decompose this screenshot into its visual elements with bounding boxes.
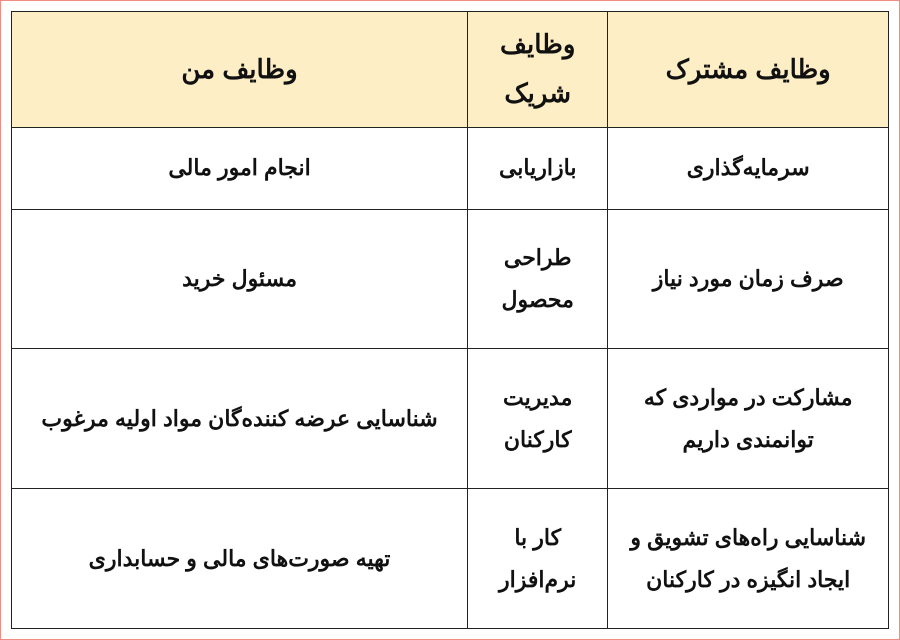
- cell-mine: شناسایی عرضه کننده‌گان مواد اولیه مرغوب: [12, 349, 468, 489]
- cell-shared: سرمایه‌گذاری: [608, 127, 889, 209]
- cell-mine: انجام امور مالی: [12, 127, 468, 209]
- table-body: سرمایه‌گذاری بازاریابی انجام امور مالی ص…: [12, 127, 889, 628]
- table-row: شناسایی راه‌های تشویق و ایجاد انگیزه در …: [12, 489, 889, 629]
- col-header-shared: وظایف مشترک: [608, 12, 889, 128]
- duties-table: وظایف مشترک وظایف شریک وظایف من سرمایه‌گ…: [11, 11, 889, 629]
- cell-partner: بازاریابی: [468, 127, 608, 209]
- cell-mine: مسئول خرید: [12, 209, 468, 349]
- cell-mine: تهیه صورت‌های مالی و حسابداری: [12, 489, 468, 629]
- cell-shared: شناسایی راه‌های تشویق و ایجاد انگیزه در …: [608, 489, 889, 629]
- table-row: صرف زمان مورد نیاز طراحی محصول مسئول خری…: [12, 209, 889, 349]
- table-header-row: وظایف مشترک وظایف شریک وظایف من: [12, 12, 889, 128]
- table-row: سرمایه‌گذاری بازاریابی انجام امور مالی: [12, 127, 889, 209]
- page-frame: وظایف مشترک وظایف شریک وظایف من سرمایه‌گ…: [0, 0, 900, 640]
- cell-partner: طراحی محصول: [468, 209, 608, 349]
- cell-shared: مشارکت در مواردی که توانمندی داریم: [608, 349, 889, 489]
- cell-shared: صرف زمان مورد نیاز: [608, 209, 889, 349]
- cell-partner: کار با نرم‌افزار: [468, 489, 608, 629]
- table-row: مشارکت در مواردی که توانمندی داریم مدیری…: [12, 349, 889, 489]
- table-header: وظایف مشترک وظایف شریک وظایف من: [12, 12, 889, 128]
- cell-partner: مدیریت کارکنان: [468, 349, 608, 489]
- col-header-mine: وظایف من: [12, 12, 468, 128]
- col-header-partner: وظایف شریک: [468, 12, 608, 128]
